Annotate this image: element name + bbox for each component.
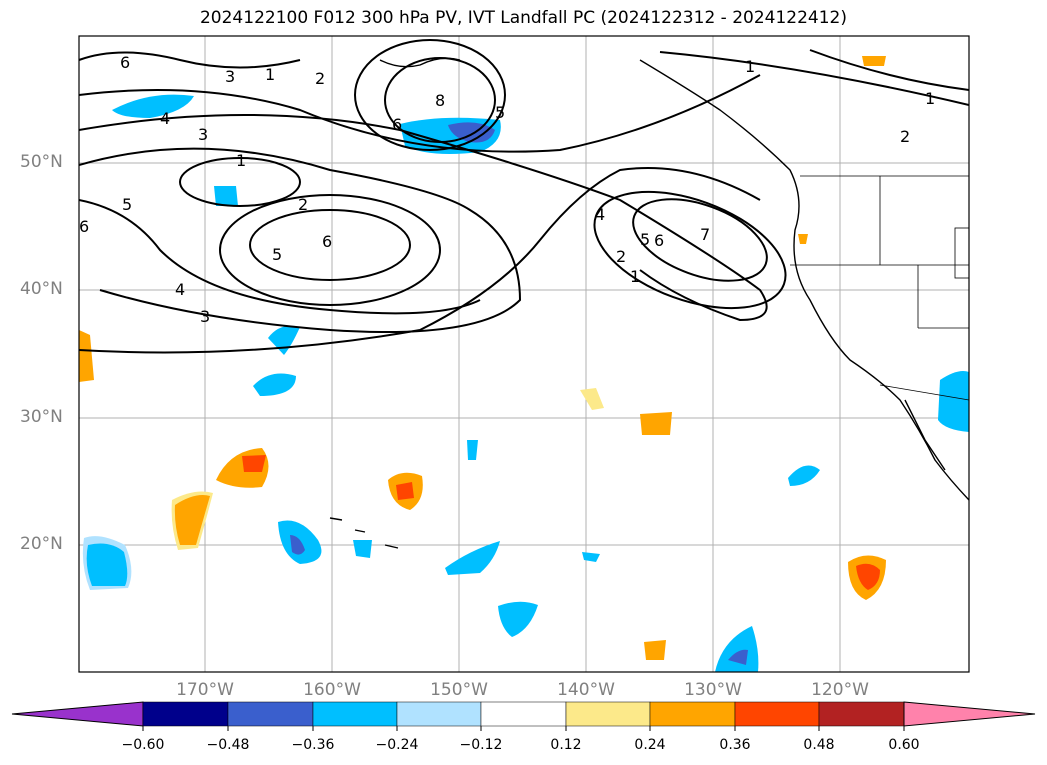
colorbar bbox=[11, 701, 1036, 731]
colorbar-tick-label: −0.36 bbox=[291, 737, 335, 753]
contour-label-6: 6 bbox=[120, 53, 130, 72]
contour-label-6: 6 bbox=[79, 217, 89, 236]
contour-label-5: 5 bbox=[272, 245, 282, 264]
coastline bbox=[329, 57, 969, 549]
pv-anomaly-fills bbox=[79, 56, 969, 672]
contour-label-1: 1 bbox=[925, 89, 935, 108]
colorbar-segment bbox=[396, 701, 482, 727]
colorbar-tick-label: 0.60 bbox=[888, 737, 920, 753]
lat-label-30n: 30°N bbox=[20, 407, 63, 427]
contour-label-4: 4 bbox=[175, 280, 185, 299]
colorbar-segment bbox=[649, 701, 736, 727]
colorbar-segment bbox=[480, 701, 567, 727]
contour-label-5: 5 bbox=[640, 230, 650, 249]
lat-label-50n: 50°N bbox=[20, 152, 63, 172]
pv-contours bbox=[79, 39, 969, 354]
contour-label-4: 4 bbox=[595, 205, 605, 224]
colorbar-tick-label: 0.12 bbox=[550, 737, 582, 753]
gridlines bbox=[79, 36, 969, 672]
contour-label-3: 3 bbox=[225, 67, 235, 86]
lon-label-160w: 160°W bbox=[303, 680, 361, 700]
colorbar-tick-label: −0.48 bbox=[206, 737, 250, 753]
map-frame bbox=[78, 35, 970, 673]
contour-label-2: 2 bbox=[616, 247, 626, 266]
colorbar-segment bbox=[227, 701, 314, 727]
contour-labels: 6 3 1 2 8 6 5 4 3 1 2 6 5 5 4 3 4 5 6 7 … bbox=[79, 53, 935, 326]
state-boundaries bbox=[790, 175, 969, 401]
contour-label-8: 8 bbox=[435, 91, 445, 110]
contour-label-4: 4 bbox=[160, 109, 170, 128]
lon-label-140w: 140°W bbox=[557, 680, 615, 700]
colorbar-tick-label: 0.36 bbox=[719, 737, 751, 753]
lon-label-150w: 150°W bbox=[430, 680, 488, 700]
contour-label-1: 1 bbox=[630, 267, 640, 286]
colorbar-segment bbox=[565, 701, 651, 727]
lat-label-40n: 40°N bbox=[20, 279, 63, 299]
contour-label-7: 7 bbox=[700, 225, 710, 244]
contour-label-2: 2 bbox=[298, 195, 308, 214]
colorbar-tick-label: −0.24 bbox=[375, 737, 419, 753]
colorbar-segment bbox=[312, 701, 398, 727]
contour-label-2: 2 bbox=[315, 69, 325, 88]
contour-label-5: 5 bbox=[495, 103, 505, 122]
contour-label-6: 6 bbox=[322, 232, 332, 251]
colorbar-low-extension bbox=[11, 701, 144, 727]
contour-label-6: 6 bbox=[392, 115, 402, 134]
lon-label-170w: 170°W bbox=[176, 680, 234, 700]
colorbar-high-extension bbox=[903, 701, 1036, 727]
contour-label-2: 2 bbox=[900, 127, 910, 146]
lon-label-130w: 130°W bbox=[684, 680, 742, 700]
contour-label-3: 3 bbox=[198, 125, 208, 144]
colorbar-tick-label: 0.24 bbox=[634, 737, 666, 753]
colorbar-segment bbox=[142, 701, 229, 727]
colorbar-segment bbox=[818, 701, 905, 727]
contour-label-6: 6 bbox=[654, 231, 664, 250]
contour-label-1: 1 bbox=[745, 57, 755, 76]
colorbar-segment bbox=[734, 701, 820, 727]
contour-label-1: 1 bbox=[236, 151, 246, 170]
contour-label-5: 5 bbox=[122, 195, 132, 214]
contour-label-1: 1 bbox=[265, 65, 275, 84]
lat-label-20n: 20°N bbox=[20, 534, 63, 554]
lon-label-120w: 120°W bbox=[811, 680, 869, 700]
contour-label-3: 3 bbox=[200, 307, 210, 326]
colorbar-tick-label: 0.48 bbox=[803, 737, 835, 753]
colorbar-tick-label: −0.12 bbox=[459, 737, 503, 753]
map-title: 2024122100 F012 300 hPa PV, IVT Landfall… bbox=[199, 8, 847, 28]
colorbar-tick-label: −0.60 bbox=[121, 737, 165, 753]
